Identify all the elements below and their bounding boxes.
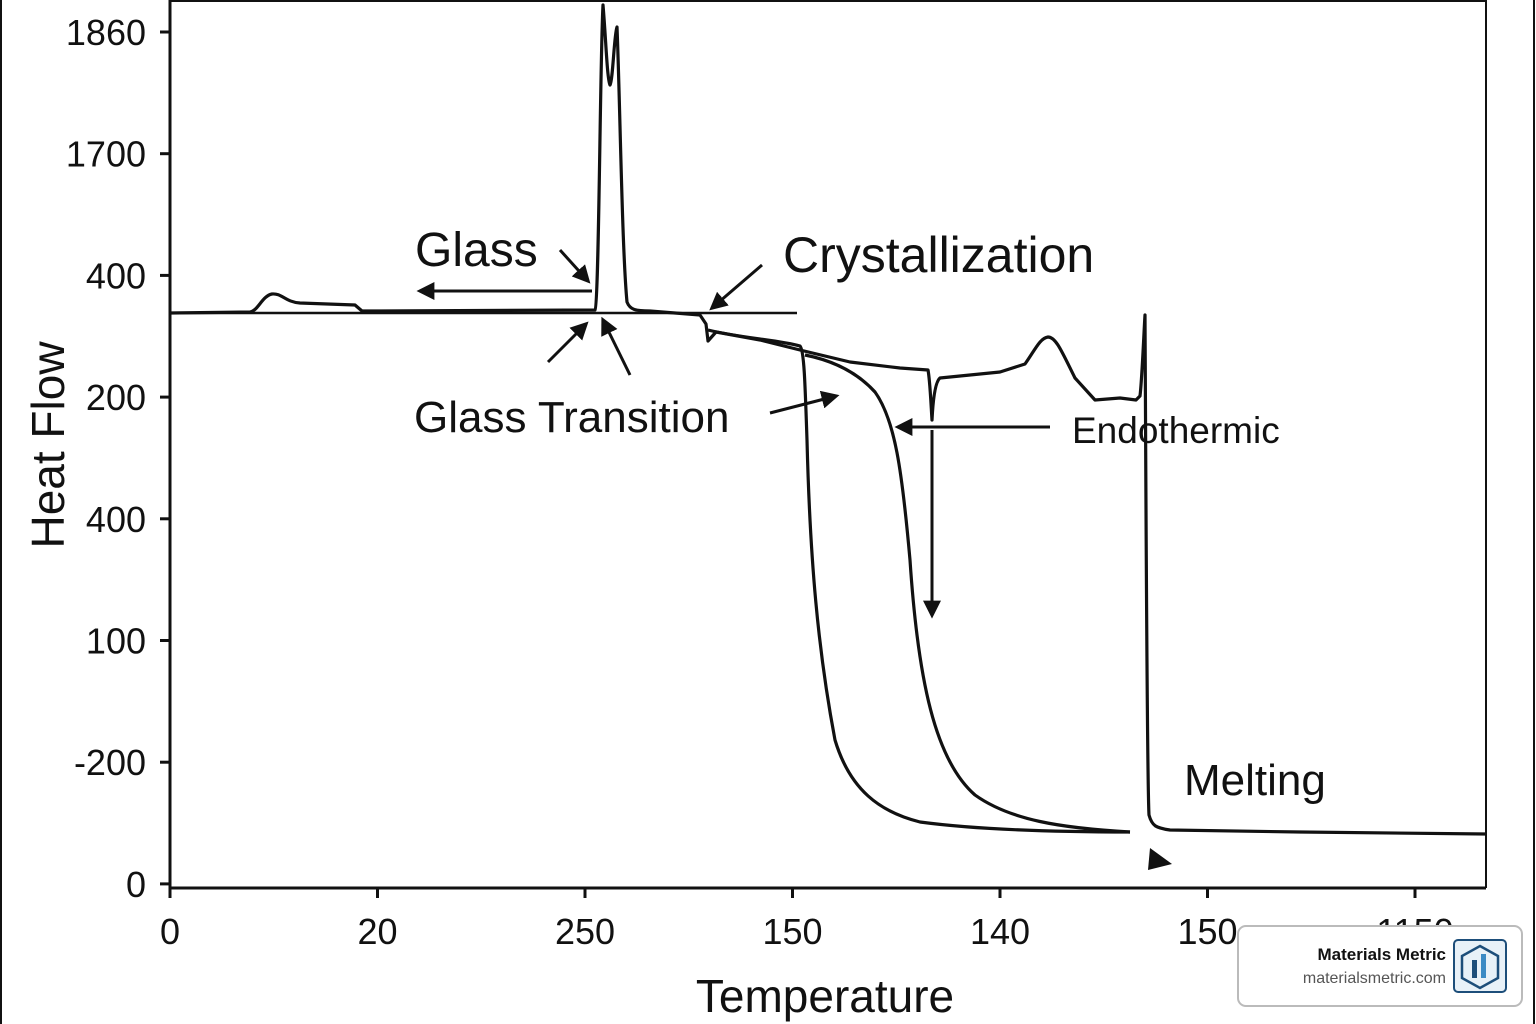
y-tick-label: 1700 <box>66 134 146 175</box>
y-tick-label: 200 <box>86 377 146 418</box>
logo-bar <box>1472 960 1477 978</box>
y-tick-label: 400 <box>86 499 146 540</box>
arrow <box>546 321 589 364</box>
x-tick-label: 0 <box>160 911 180 952</box>
watermark-box <box>1237 925 1523 1007</box>
arrow <box>769 390 840 415</box>
y-axis-label: Heat Flow <box>22 341 74 549</box>
x-tick-label: 250 <box>555 911 615 952</box>
axes <box>168 0 1487 890</box>
x-tick-label: 150 <box>1177 911 1237 952</box>
y-tick-label: 0 <box>126 864 146 905</box>
arrows <box>416 248 1172 870</box>
logo-hex <box>1460 944 1500 990</box>
watermark-url: materialsmetric.com <box>1303 970 1446 987</box>
arrowhead <box>1148 848 1172 870</box>
y-tick-label: 400 <box>86 255 146 296</box>
logo-bar <box>1481 954 1486 978</box>
x-tick-label: 140 <box>970 911 1030 952</box>
arrow <box>558 248 591 284</box>
heat-flow-curve <box>707 328 1131 834</box>
annotation: Glass Transition <box>414 393 729 442</box>
annotation: Endothermic <box>1072 410 1280 451</box>
arrow <box>709 263 763 311</box>
y-tick-label: 1860 <box>66 12 146 53</box>
heat-flow-curve <box>804 353 1131 834</box>
y-tick-label: 100 <box>86 621 146 662</box>
annotation: Melting <box>1184 756 1326 805</box>
x-tick-label: 150 <box>762 911 822 952</box>
y-tick-label: -200 <box>74 742 146 783</box>
watermark: Materials Metric materialsmetric.com <box>1237 925 1523 1007</box>
x-axis-label: Temperature <box>696 970 954 1022</box>
x-tick-label: 20 <box>357 911 397 952</box>
watermark-name: Materials Metric <box>1318 945 1447 964</box>
annotation: Glass <box>415 224 538 277</box>
arrow <box>601 316 632 376</box>
annotation: Crystallization <box>783 227 1094 283</box>
